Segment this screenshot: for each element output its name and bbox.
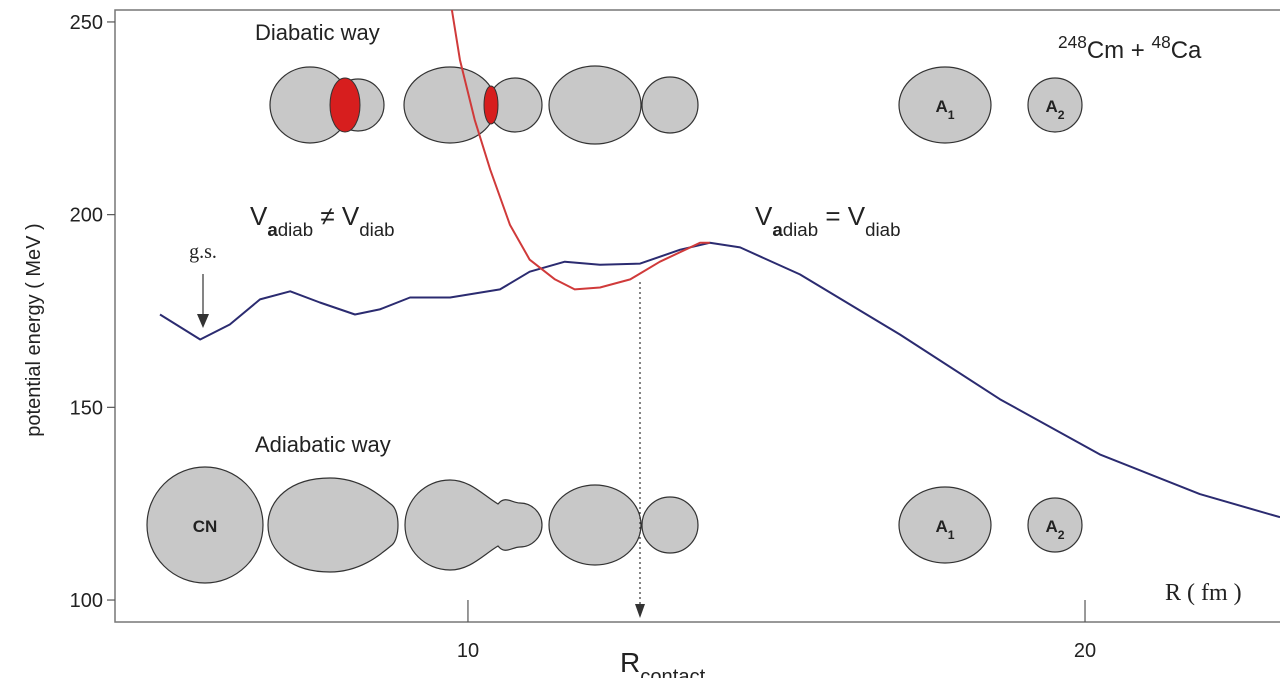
shape	[642, 77, 698, 133]
annotation: Rcontact	[620, 647, 706, 678]
text-part: diab	[783, 219, 818, 240]
y-tick-label: 100	[70, 590, 103, 612]
shape	[549, 66, 641, 144]
text-part: A	[935, 97, 947, 116]
annotation: Vadiab ≠ Vdiab	[250, 201, 395, 240]
shape	[404, 67, 496, 143]
text-part: 1	[948, 528, 955, 542]
y-tick-label: 250	[70, 12, 103, 34]
text-part: ≠ V	[313, 201, 360, 231]
contact-arrow-head	[635, 604, 645, 618]
text-part: V	[250, 201, 268, 231]
text-part: 2	[1058, 528, 1065, 542]
text-part: diab	[359, 219, 394, 240]
shape	[405, 480, 542, 570]
text-part: = V	[818, 201, 866, 231]
text-part: Ca	[1171, 37, 1202, 64]
text-part: A	[1045, 517, 1057, 536]
series-label: Adiabatic way	[255, 432, 391, 457]
text-part: R	[620, 647, 640, 678]
shape	[642, 497, 698, 553]
x-tick-label: 20	[1074, 640, 1096, 662]
text-part: A	[1045, 97, 1057, 116]
x-tick-label: 10	[457, 640, 479, 662]
text-part: diab	[278, 219, 313, 240]
text-part: 1	[948, 108, 955, 122]
overlap	[484, 86, 498, 124]
annotation: 248Cm + 48Ca	[1058, 32, 1202, 64]
text-part: a	[772, 219, 783, 240]
text-part: 248	[1058, 32, 1087, 52]
x-axis-label: R ( fm )	[1165, 580, 1242, 606]
overlap	[330, 78, 360, 132]
text-part: 2	[1058, 108, 1065, 122]
y-tick-label: 150	[70, 397, 103, 419]
text-part: diab	[865, 219, 900, 240]
nuclear-shapes	[147, 66, 1082, 583]
series-line	[160, 243, 1280, 517]
text-part: contact	[640, 666, 705, 678]
gs-label: g.s.	[189, 241, 217, 263]
shape	[268, 478, 398, 572]
shape	[549, 485, 641, 565]
text-part: Cm +	[1087, 37, 1152, 64]
text-part: 48	[1152, 32, 1171, 52]
shape-label: CN	[193, 517, 218, 536]
text-part: V	[755, 201, 773, 231]
annotation: Vadiab = Vdiab	[755, 201, 900, 240]
chart: CN A1 A2 A1 A2 g.s. Vadiab ≠ Vdiab Vadia…	[0, 0, 1280, 678]
text-part: a	[267, 219, 278, 240]
y-axis-label: potential energy ( MeV )	[23, 223, 45, 436]
series-label: Diabatic way	[255, 20, 380, 45]
series-line	[452, 10, 710, 289]
text-part: A	[935, 517, 947, 536]
gs-arrow-head	[197, 314, 209, 328]
y-tick-label: 200	[70, 205, 103, 227]
